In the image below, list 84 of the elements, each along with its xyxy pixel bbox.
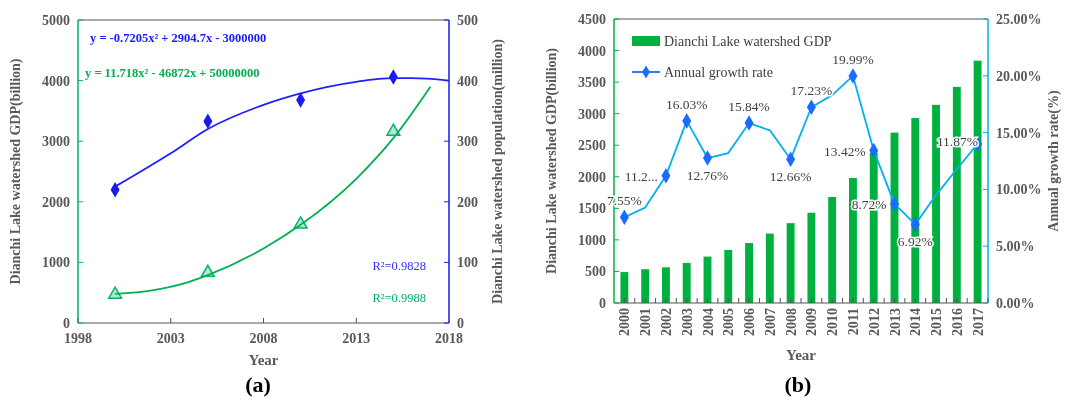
x-tick-label: 2014: [908, 308, 924, 336]
y-tick-label: 0: [599, 296, 606, 311]
x-tick-label: 2013: [342, 331, 371, 346]
y2-tick-label: 10.00%: [996, 182, 1042, 198]
data-label: 12.76%: [686, 168, 729, 184]
bar: [786, 223, 795, 303]
text: (b): [784, 372, 812, 397]
x-tick-label: 2013: [887, 308, 903, 336]
x-tick-label: 2001: [638, 308, 654, 336]
bar: [682, 262, 691, 303]
y2-tick-label: 20.00%: [996, 68, 1042, 84]
bar: [641, 269, 650, 303]
y-axis-title: Dianchi Lake watershed GDP(billion): [8, 58, 24, 285]
data-label: 11.2...: [624, 168, 658, 184]
y2-tick-label: 100: [457, 255, 478, 271]
x-tick-label: 2005: [721, 308, 737, 336]
x-tick-label: 2003: [679, 308, 695, 336]
legend-label: Dianchi Lake watershed GDP: [664, 34, 832, 49]
y-tick-label: 1500: [578, 201, 606, 217]
y2-tick-label: 300: [457, 134, 478, 150]
y2-tick-label: 0: [457, 316, 464, 331]
data-label: 19.99%: [832, 51, 874, 67]
annotation: y = -0.7205x² + 2904.7x - 3000000: [90, 31, 267, 45]
x-tick-label: 1998: [64, 331, 92, 346]
y-tick-label: 5000: [42, 13, 70, 28]
y2-axis-title: Dianchi Lake watershed population(million): [490, 38, 506, 304]
y-tick-label: 2000: [42, 194, 70, 210]
y2-tick-label: 500: [457, 13, 478, 28]
y-tick-label: 1000: [42, 255, 70, 271]
x-tick-label: 2016: [949, 308, 965, 336]
y-tick-label: 2500: [578, 138, 606, 154]
annotation: y = 11.718x² - 46872x + 50000000: [85, 66, 260, 80]
y2-tick-label: 15.00%: [996, 125, 1042, 141]
y-tick-label: 4000: [42, 73, 70, 89]
x-axis-title: Year: [786, 347, 817, 363]
bar: [765, 233, 774, 303]
x-tick-label: 2010: [825, 308, 841, 336]
data-label: 12.66%: [769, 169, 812, 185]
x-axis-title: Year: [248, 352, 279, 368]
bar: [620, 272, 629, 303]
y-tick-label: 4000: [578, 43, 606, 59]
bar: [662, 267, 670, 303]
bar: [807, 212, 816, 303]
bar: [724, 249, 733, 303]
y-tick-label: 2000: [578, 169, 606, 185]
y2-tick-label: 0.00%: [996, 296, 1035, 311]
y-axis-title: Dianchi Lake watershed GDP(billion): [544, 47, 560, 274]
x-tick-label: 2011: [845, 308, 861, 336]
y-tick-label: 0: [63, 316, 70, 331]
text: (a): [245, 372, 271, 397]
legend-label: Annual growth rate: [664, 65, 773, 80]
data-label: 15.84%: [728, 99, 770, 115]
annotation: R²=0.9828: [372, 259, 426, 273]
y2-tick-label: 200: [457, 194, 478, 210]
x-tick-label: 2012: [866, 308, 882, 336]
x-tick-label: 2000: [617, 308, 633, 336]
x-tick-label: 2015: [929, 308, 945, 336]
x-tick-label: 2018: [435, 331, 463, 346]
x-tick-label: 2008: [249, 331, 278, 346]
x-tick-label: 2002: [658, 308, 674, 336]
y-tick-label: 3000: [42, 134, 70, 150]
x-tick-label: 2003: [156, 331, 185, 346]
y-tick-label: 3500: [578, 75, 606, 91]
annotation: R²=0.9988: [372, 291, 426, 305]
y-tick-label: 1000: [578, 232, 606, 248]
data-label: 13.42%: [824, 143, 866, 159]
x-tick-label: 2017: [970, 308, 986, 336]
x-tick-label: 2004: [700, 308, 716, 336]
data-label: 16.03%: [665, 96, 708, 112]
y-tick-label: 4500: [578, 12, 606, 27]
y2-axis-title: Annual growth rate(%): [1046, 90, 1062, 232]
bar: [932, 104, 940, 303]
y2-tick-label: 25.00%: [996, 12, 1042, 27]
y2-tick-label: 5.00%: [996, 239, 1035, 255]
x-tick-label: 2008: [783, 308, 799, 336]
x-tick-label: 2007: [762, 308, 778, 336]
data-label: 17.23%: [790, 83, 833, 99]
x-tick-label: 2009: [804, 308, 820, 336]
bar: [828, 196, 837, 303]
bar: [745, 243, 753, 303]
y-tick-label: 3000: [578, 106, 606, 122]
x-tick-label: 2006: [742, 308, 758, 336]
y2-tick-label: 400: [457, 73, 478, 89]
y-tick-label: 500: [585, 264, 606, 280]
